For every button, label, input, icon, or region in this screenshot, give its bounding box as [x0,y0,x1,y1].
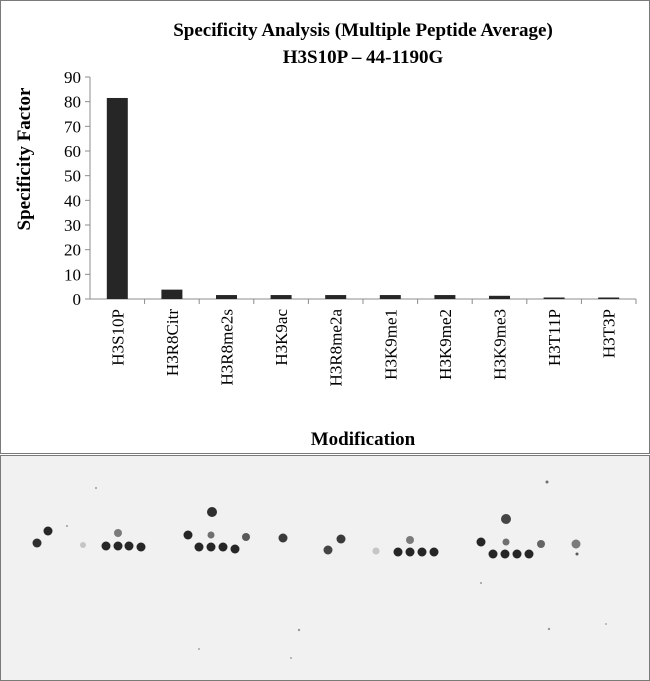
x-tick-label: H3T11P [545,309,564,366]
x-tick-label: H3K9me2 [436,309,455,380]
blot-spot [605,623,607,625]
blot-spot [512,549,522,559]
y-axis-label: Specificity Factor [14,87,35,231]
blot-spot [136,542,146,552]
blot-spot [406,536,414,544]
bar-h3s10p [106,97,128,299]
bar-h3t11p [543,297,565,299]
chart-subtitle: H3S10P – 44-1190G [283,47,444,68]
bar-h3k9me2 [434,295,456,299]
blot-spot [488,549,498,559]
blot-spot [537,540,545,548]
x-tick-label: H3R8Citr [163,309,182,376]
blot-spot [183,530,193,540]
dot-blot-image [0,455,650,681]
blot-spot [66,525,68,527]
blot-spot [218,542,228,552]
bars [106,97,620,299]
x-tick-label: H3K9me1 [381,309,400,380]
chart-panel: Specificity Analysis (Multiple Peptide A… [0,0,650,454]
blot-spot [32,538,42,548]
blot-spot [500,549,510,559]
x-tick-label: H3K9me3 [491,309,510,380]
blot-spot [198,648,200,650]
y-tick-label: 10 [64,265,81,284]
y-tick-label: 40 [64,191,81,210]
x-tick-label: H3R8me2a [327,309,346,387]
blot-spot [545,480,549,484]
blot-spot [297,628,301,632]
bar-h3k9me1 [379,295,401,299]
y-tick-label: 70 [64,117,81,136]
x-tick-label: H3T3P [600,309,619,358]
chart-title: Specificity Analysis (Multiple Peptide A… [173,20,553,41]
bar-h3r8me2s [216,295,237,299]
x-tick-label: H3K9ac [272,309,291,366]
axes [85,76,637,304]
y-tick-label: 80 [64,93,81,112]
y-tick-label: 20 [64,241,81,260]
blot-spot [114,529,122,537]
x-tick-label: H3S10P [108,309,127,366]
y-tick-label: 50 [64,167,81,186]
y-tick-label: 90 [64,68,81,87]
bar-h3r8me2a [325,295,347,299]
x-axis-label: Modification [311,429,416,450]
bar-chart: Specificity Analysis (Multiple Peptide A… [14,20,637,450]
y-tick-labels: 0 10 20 30 40 50 60 70 80 90 [64,68,81,309]
blot-spot [501,514,511,524]
blot-spot [207,507,217,517]
blot-spot [278,533,288,543]
blot-spot [502,538,510,546]
blot-spot [524,549,534,559]
blot-spot [242,533,250,541]
x-tick-label: H3R8me2s [218,309,237,386]
blot-spot [476,537,486,547]
blot-spot [372,547,380,555]
x-tick-labels: H3S10P H3R8Citr H3R8me2s H3K9ac H3R8me2a H3K9… [108,309,618,387]
blot-spot [113,541,123,551]
blot-spot [206,542,216,552]
blot-spot [230,544,240,554]
blot-spot [405,547,415,557]
bar-h3t3p [598,297,620,299]
blot-spot [547,627,551,631]
blot-spot [207,531,215,539]
blot-spot [43,526,53,536]
blot-spot [336,534,346,544]
blot-spot [80,542,86,548]
bar-h3r8citr [161,289,183,299]
bar-h3k9ac [270,295,292,299]
blot-spot [101,541,111,551]
blot-spot [393,547,403,557]
bar-h3k9me3 [489,295,510,299]
blot-spot [480,582,482,584]
dot-blot-spots [32,480,607,659]
blot-spot [290,657,292,659]
y-tick-label: 0 [73,290,82,309]
y-tick-label: 60 [64,142,81,161]
y-tick-label: 30 [64,216,81,235]
blot-spot [571,539,581,549]
blot-spot [323,545,333,555]
blot-spot [417,547,427,557]
blot-spot [429,547,439,557]
blot-spot [95,487,97,489]
blot-spot [124,541,134,551]
blot-spot [575,552,579,556]
blot-spot [194,542,204,552]
